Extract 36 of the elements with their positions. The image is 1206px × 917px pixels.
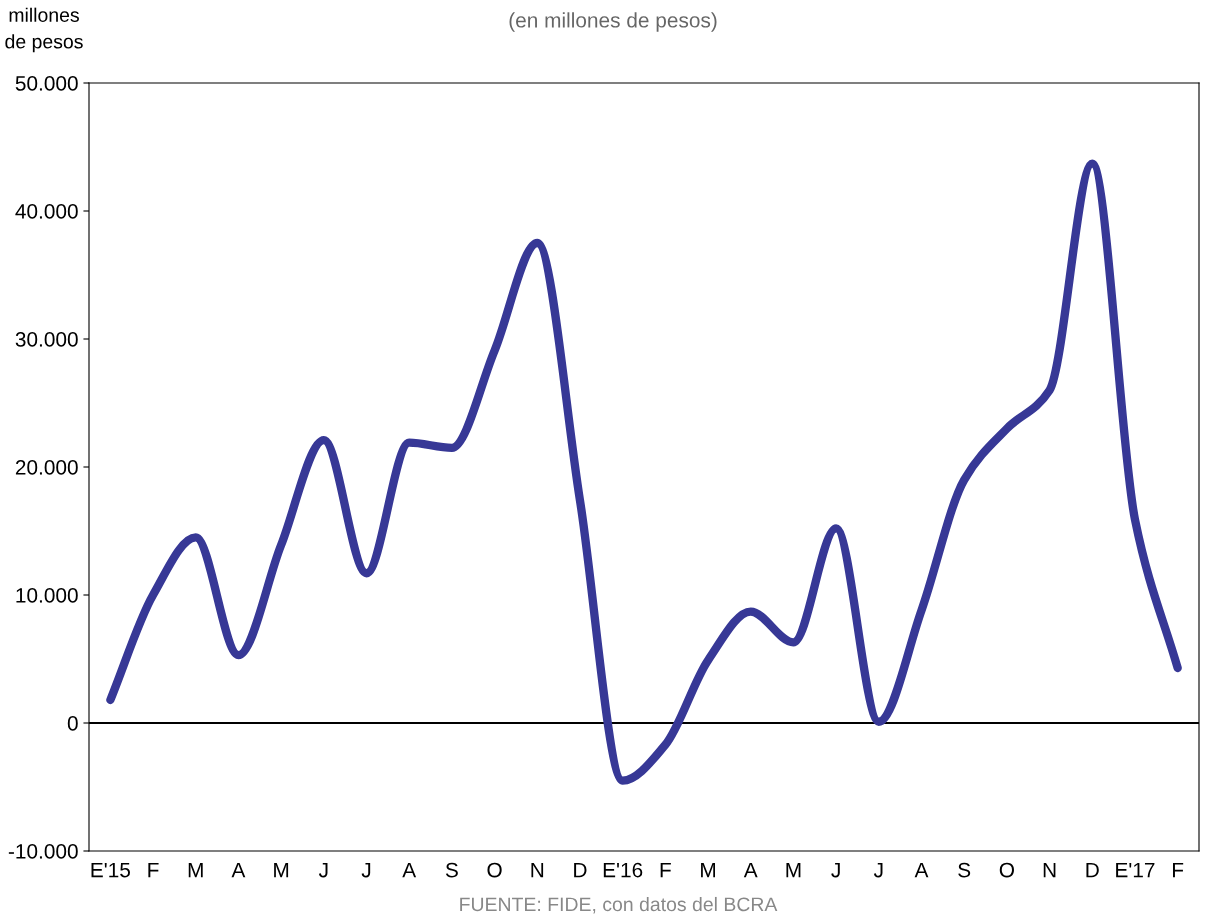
y-tick-label: 0 — [67, 716, 78, 731]
chart-subtitle: (en millones de pesos) — [509, 12, 717, 32]
source-note: FUENTE: FIDE, con datos del BCRA — [460, 896, 778, 914]
x-tick-label: F — [660, 862, 671, 878]
x-tick-label: S — [445, 862, 458, 878]
y-axis-title: millones de pesos — [5, 7, 83, 53]
x-tick-label: F — [148, 862, 159, 878]
y-tick-label: 50.000 — [15, 76, 78, 91]
x-tick-label: A — [231, 862, 246, 878]
x-tick-label: M — [274, 862, 289, 878]
x-tick-label: M — [188, 862, 203, 878]
x-tick-label: A — [743, 862, 758, 878]
y-tick-label: 40.000 — [15, 204, 78, 219]
x-tick-label: N — [531, 862, 544, 878]
x-tick-label: J — [831, 862, 840, 878]
x-tick-label: O — [487, 862, 502, 878]
x-tick-label: D — [574, 862, 587, 878]
x-tick-label: A — [914, 862, 929, 878]
y-tick-label: -10.000 — [8, 844, 78, 859]
x-tick-label: D — [1086, 862, 1099, 878]
x-tick-label: O — [999, 862, 1014, 878]
y-tick-label: 10.000 — [16, 588, 78, 603]
x-tick-label: J — [361, 862, 371, 878]
x-tick-label: J — [318, 862, 328, 878]
y-tick-label: 20.000 — [15, 460, 78, 475]
x-tick-label: M — [786, 862, 801, 878]
y-tick-label: 30.000 — [15, 332, 78, 347]
x-tick-label: F — [1173, 862, 1184, 878]
x-tick-label: M — [701, 862, 716, 878]
x-tick-label: E'17 — [1116, 862, 1155, 878]
x-tick-label: A — [402, 862, 417, 878]
x-tick-label: E'16 — [603, 862, 643, 878]
x-tick-label: S — [958, 862, 971, 878]
x-tick-label: E'15 — [91, 862, 130, 878]
x-tick-label: N — [1043, 862, 1056, 878]
x-tick-label: J — [873, 862, 883, 878]
